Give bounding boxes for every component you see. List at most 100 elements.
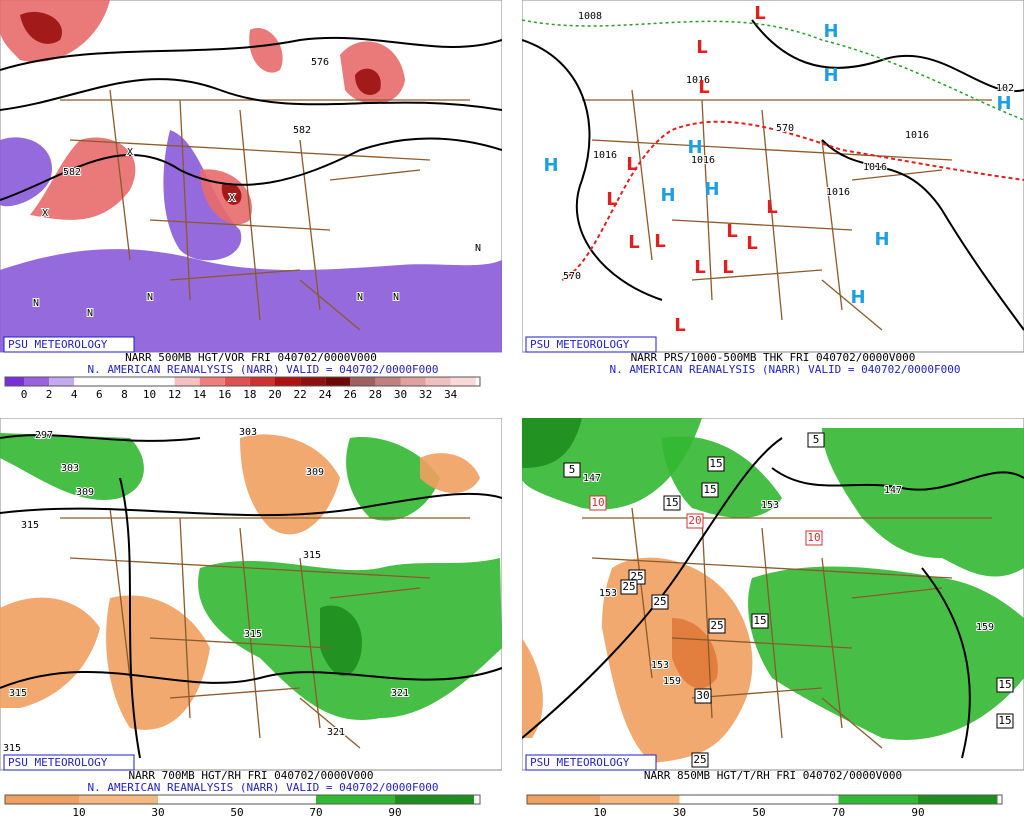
label-box <box>589 495 607 511</box>
contour <box>119 477 141 759</box>
colorbar-label: 90 <box>911 806 924 819</box>
map-label: 15 <box>753 614 766 627</box>
colorbar-segment <box>79 795 158 804</box>
badge: PSU METEOROLOGY <box>8 756 108 769</box>
map-label: X <box>42 208 48 219</box>
colorbar-label: 10 <box>72 806 85 819</box>
colorbar-segment <box>400 377 426 386</box>
map-label: 147 <box>583 473 601 484</box>
label-box <box>663 495 681 511</box>
label-box <box>996 713 1014 729</box>
map-label: 1016 <box>905 130 929 141</box>
caption-line2: N. AMERICAN REANALYSIS (NARR) VALID = 04… <box>88 781 439 794</box>
high-symbol: H <box>543 155 558 176</box>
colorbar-label: 90 <box>388 806 401 819</box>
colorbar-segment <box>149 377 175 386</box>
map-label: 153 <box>599 588 617 599</box>
colorbar-segment <box>199 377 225 386</box>
map-label: 576 <box>311 57 329 68</box>
contour <box>821 139 1024 331</box>
contour <box>522 39 663 301</box>
caption-line1: NARR 850MB HGT/T/RH FRI 040702/0000V000 <box>644 769 902 782</box>
colorbar-label: 4 <box>71 388 78 401</box>
colorbar-segment <box>679 795 759 804</box>
label-box <box>707 456 725 472</box>
shaded-area <box>522 638 543 738</box>
map-label: 30 <box>696 689 709 702</box>
map-label: N <box>475 243 481 254</box>
map-label: 147 <box>884 485 902 496</box>
colorbar-segment <box>99 377 125 386</box>
map-label: N <box>87 308 93 319</box>
low-symbol: L <box>696 37 707 58</box>
colorbar-label: 34 <box>444 388 458 401</box>
colorbar-segment <box>249 377 275 386</box>
colorbar-label: 14 <box>193 388 207 401</box>
colorbar-label: 16 <box>218 388 231 401</box>
shaded-area <box>0 249 502 352</box>
colorbar-label: 70 <box>309 806 322 819</box>
map-label: 15 <box>703 483 716 496</box>
caption-line1: NARR 500MB HGT/VOR FRI 040702/0000V000 <box>125 351 377 364</box>
caption-line2: N. AMERICAN REANALYSIS (NARR) VALID = 04… <box>88 363 439 376</box>
colorbar-segment <box>49 377 75 386</box>
map-label: 303 <box>239 427 257 438</box>
shaded-area <box>355 68 381 95</box>
label-box <box>563 462 581 478</box>
low-symbol: L <box>626 154 637 175</box>
contour <box>522 437 783 739</box>
caption-line1: NARR 700MB HGT/RH FRI 040702/0000V000 <box>128 769 373 782</box>
label-box <box>805 530 823 546</box>
colorbar-label: 30 <box>394 388 407 401</box>
shaded-area <box>221 182 242 205</box>
map-label: 25 <box>693 753 706 766</box>
shaded-area <box>320 605 362 677</box>
contour <box>0 667 502 689</box>
shaded-area <box>0 433 144 500</box>
map-label: 20 <box>688 514 701 527</box>
map-label: X <box>127 147 133 158</box>
low-symbol: L <box>606 189 617 210</box>
colorbar-label: 70 <box>832 806 845 819</box>
badge: PSU METEOROLOGY <box>530 756 630 769</box>
shaded-area <box>249 28 283 73</box>
borders <box>60 89 470 331</box>
map-label: 15 <box>998 714 1011 727</box>
colorbar-label: 0 <box>21 388 28 401</box>
colorbar-label: 2 <box>46 388 53 401</box>
map-label: N <box>357 292 363 303</box>
colorbar-segment <box>5 795 79 804</box>
high-symbol: H <box>996 93 1011 114</box>
colorbar-label: 10 <box>143 388 156 401</box>
low-symbol: L <box>698 77 709 98</box>
map-label: 303 <box>61 463 79 474</box>
map-label: 1016 <box>691 155 715 166</box>
map-label: 15 <box>709 457 722 470</box>
colorbar-segment <box>24 377 50 386</box>
map-label: 315 <box>244 629 262 640</box>
colorbar-segment <box>375 377 401 386</box>
contour <box>0 137 502 201</box>
colorbar-segment <box>527 795 600 804</box>
low-symbol: L <box>726 221 737 242</box>
low-symbol: L <box>754 3 765 24</box>
label-box <box>751 613 769 629</box>
colorbar-frame <box>4 376 481 387</box>
shaded-area <box>20 11 62 44</box>
label-box <box>686 513 704 529</box>
colorbar-segment <box>275 377 301 386</box>
map-label: 582 <box>293 125 311 136</box>
colorbar-segment <box>74 377 100 386</box>
colorbar-label: 24 <box>319 388 333 401</box>
map-label: 10 <box>807 531 820 544</box>
map-label: 153 <box>651 660 669 671</box>
contour <box>751 19 1024 93</box>
caption-line2: N. AMERICAN REANALYSIS (NARR) VALID = 04… <box>610 363 961 376</box>
colorbar-label: 50 <box>752 806 765 819</box>
map-label: 1016 <box>863 162 887 173</box>
label-box <box>651 594 669 610</box>
map-label: 582 <box>63 167 81 178</box>
borders <box>582 507 992 749</box>
